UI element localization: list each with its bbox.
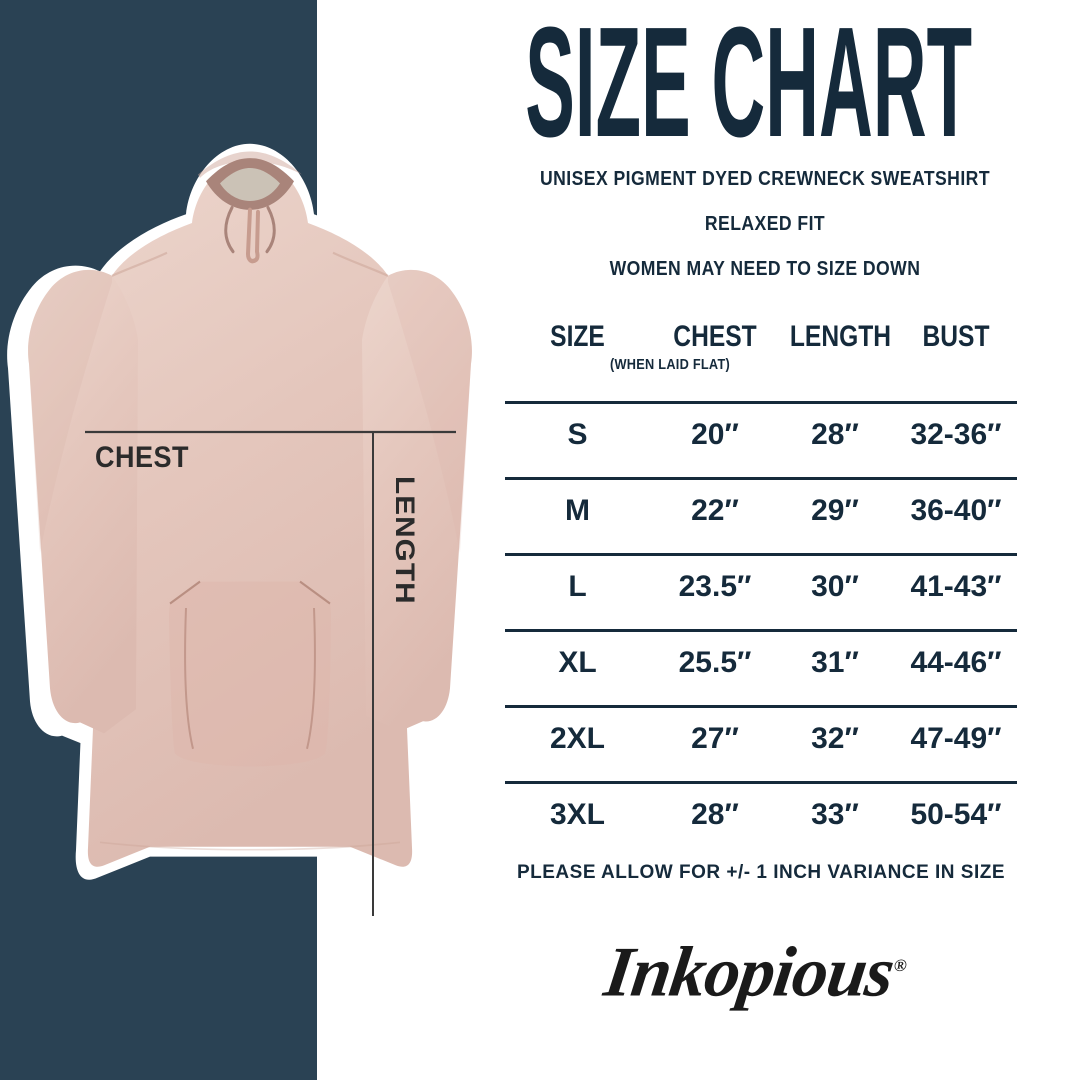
svg-text:CHEST: CHEST <box>95 441 189 474</box>
svg-text:LENGTH: LENGTH <box>389 476 419 605</box>
